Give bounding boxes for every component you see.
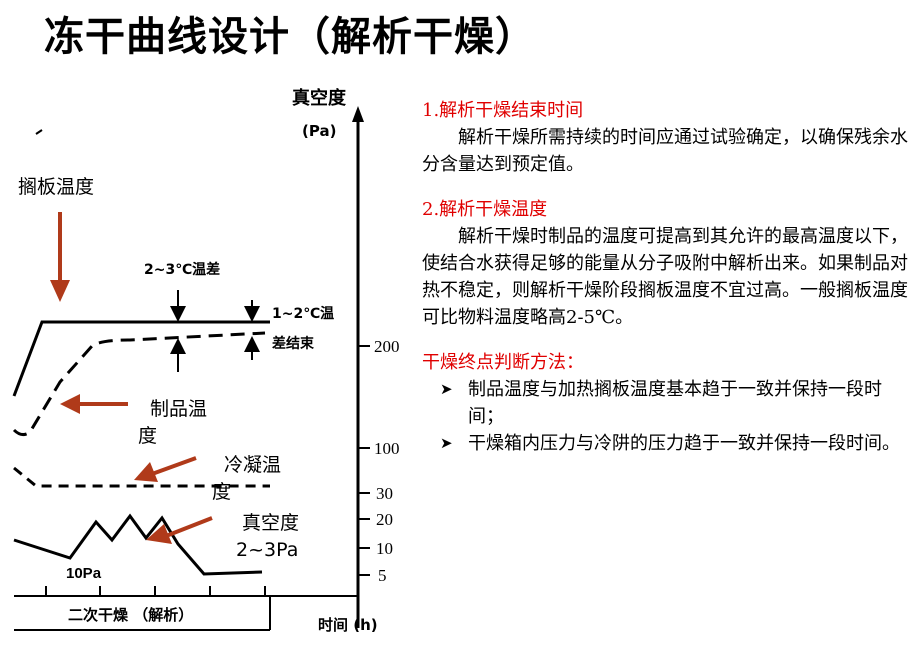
drying-curve-figure: 真空度 (Pa) 200 100 30 20 10 5 2~3℃温差 1~2℃温… (12, 87, 400, 634)
heading-temperature: 2.解析干燥温度 (422, 199, 548, 220)
x-axis-label: 时间 (h) (318, 616, 378, 634)
product-temp-arrow (60, 394, 128, 414)
endpoint-list: ➤ 制品温度与加热搁板温度基本趋于一致并保持一段时间； ➤ 干燥箱内压力与冷阱的… (422, 376, 912, 457)
bullet-arrow-icon: ➤ (440, 434, 453, 452)
y-tick-label: 100 (374, 439, 400, 458)
shelf-temp-arrow (50, 212, 70, 302)
phase-label: 二次干燥 （解析） (68, 606, 193, 624)
paragraph-end-time: 解析干燥所需持续的时间应通过试验确定，以确保残余水分含量达到预定值。 (422, 127, 908, 175)
heading-endpoint: 干燥终点判断方法： (422, 352, 584, 373)
y-axis-title-line2: (Pa) (302, 122, 336, 140)
paragraph-temperature: 解析干燥时制品的温度可提高到其允许的最高温度以下，使结合水获得足够的能量从分子吸… (422, 226, 908, 328)
end-diff-label-line1: 1~2℃温 (272, 306, 334, 322)
temp-diff-label: 2~3℃温差 (144, 261, 220, 278)
list-item: ➤ 干燥箱内压力与冷阱的压力趋于一致并保持一段时间。 (440, 430, 912, 457)
list-item: ➤ 制品温度与加热搁板温度基本趋于一致并保持一段时间； (440, 376, 912, 430)
vacuum-callout: 真空度2~3Pa (236, 512, 300, 561)
product-temp-curve (12, 331, 266, 437)
y-axis-title-line1: 真空度 (292, 87, 347, 109)
pressure-start-label: 10Pa (66, 565, 102, 582)
y-tick-label: 200 (374, 337, 400, 356)
condenser-temp-callout: 冷凝温度 (212, 454, 282, 503)
shelf-temp-callout: 搁板温度 (18, 176, 95, 198)
y-tick-label: 30 (376, 484, 393, 503)
spacer (422, 178, 912, 196)
condenser-temp-arrow (134, 456, 197, 482)
product-temp-callout: 制品温度 (138, 398, 208, 447)
end-diff-label-line2: 差结束 (272, 335, 315, 352)
heading-end-time: 1.解析干燥结束时间 (422, 100, 584, 121)
y-axis-arrow (352, 106, 364, 122)
text-panel: 1.解析干燥结束时间 解析干燥所需持续的时间应通过试验确定，以确保残余水分含量达… (422, 97, 912, 457)
page-title: 冻干曲线设计（解析干燥） (44, 14, 536, 60)
y-tick-label: 20 (376, 510, 393, 529)
y-tick-label: 10 (376, 539, 393, 558)
spacer (422, 331, 912, 349)
list-item-text: 干燥箱内压力与冷阱的压力趋于一致并保持一段时间。 (468, 433, 900, 454)
vacuum-arrow (146, 516, 213, 544)
corner-mark (35, 129, 43, 135)
shelf-temp-curve (12, 320, 270, 397)
condenser-temp-curve (13, 466, 270, 488)
list-item-text: 制品温度与加热搁板温度基本趋于一致并保持一段时间； (468, 379, 882, 427)
bullet-arrow-icon: ➤ (440, 380, 453, 398)
y-tick-label: 5 (378, 566, 387, 585)
vacuum-curve (13, 513, 263, 576)
